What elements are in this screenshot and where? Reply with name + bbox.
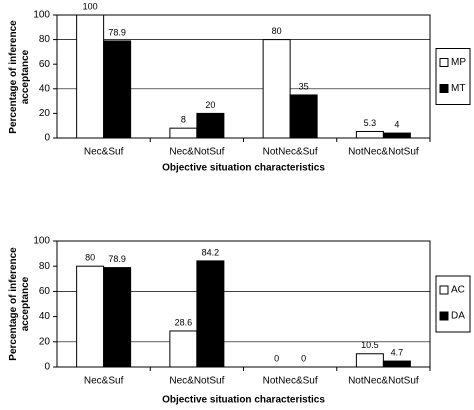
- value-label: 100: [83, 1, 98, 11]
- value-label: 4.7: [391, 347, 404, 357]
- value-label: 78.9: [108, 27, 126, 37]
- bar: [76, 14, 105, 139]
- bar: [196, 112, 225, 139]
- legend-swatch: [439, 285, 449, 295]
- y-tick-label: 0: [44, 133, 50, 144]
- value-label: 80: [272, 26, 282, 36]
- legend-label: MP: [451, 57, 466, 68]
- value-label: 84.2: [202, 247, 220, 257]
- x-axis-label: Objective situation characteristics: [162, 395, 325, 406]
- y-tick-label: 80: [39, 34, 51, 45]
- value-label: 78.9: [108, 254, 126, 264]
- y-axis-label: Percentage of inference acceptance: [8, 247, 31, 361]
- x-axis-label: Objective situation characteristics: [162, 163, 325, 174]
- y-tick-label: 20: [39, 108, 51, 119]
- y-tick-label: 40: [39, 311, 51, 322]
- bar: [169, 330, 198, 368]
- bar: [355, 130, 384, 139]
- x-tick-label: Nec&Suf: [84, 376, 124, 387]
- value-label: 28.6: [175, 317, 193, 327]
- bar: [382, 132, 411, 139]
- legend-label: AC: [451, 285, 465, 296]
- bar: [289, 94, 318, 139]
- value-label: 0: [301, 353, 306, 363]
- legend-label: DA: [451, 311, 465, 322]
- x-tick-label: Nec&Suf: [84, 147, 124, 158]
- value-label: 10.5: [361, 340, 379, 350]
- x-tick-label: NotNec&Suf: [263, 147, 318, 158]
- y-tick-label: 40: [39, 83, 51, 94]
- bar: [196, 260, 225, 368]
- legend-label: MT: [451, 83, 465, 94]
- x-tick-label: Nec&NotSuf: [169, 147, 224, 158]
- y-tick-label: 60: [39, 286, 51, 297]
- bar: [382, 360, 411, 368]
- bar: [103, 40, 132, 139]
- value-label: 35: [299, 81, 309, 91]
- legend-box: [435, 48, 471, 105]
- bar: [169, 127, 198, 139]
- value-label: 8: [181, 115, 186, 125]
- legend-swatch: [439, 311, 449, 321]
- value-label: 0: [274, 353, 279, 363]
- y-tick-label: 80: [39, 261, 51, 272]
- y-tick-label: 100: [33, 10, 50, 21]
- x-tick-label: Nec&NotSuf: [169, 376, 224, 387]
- legend-swatch: [439, 84, 449, 93]
- x-tick-label: NotNec&NotSuf: [348, 376, 419, 387]
- y-axis-label: Percentage of inference acceptance: [8, 19, 31, 134]
- value-label: 5.3: [364, 118, 377, 128]
- y-tick-label: 0: [44, 362, 50, 373]
- bar: [262, 39, 291, 139]
- value-label: 4: [394, 119, 399, 129]
- bar: [355, 353, 384, 368]
- y-tick-label: 20: [39, 336, 51, 347]
- value-label: 20: [205, 100, 215, 110]
- legend-swatch: [439, 58, 449, 67]
- y-tick-label: 100: [33, 236, 50, 247]
- bar: [103, 267, 132, 368]
- x-tick-label: NotNec&Suf: [263, 376, 318, 387]
- x-tick-label: NotNec&NotSuf: [348, 147, 419, 158]
- legend-box: [435, 275, 471, 333]
- value-label: 80: [85, 253, 95, 263]
- y-tick-label: 60: [39, 59, 51, 70]
- bar: [76, 265, 105, 368]
